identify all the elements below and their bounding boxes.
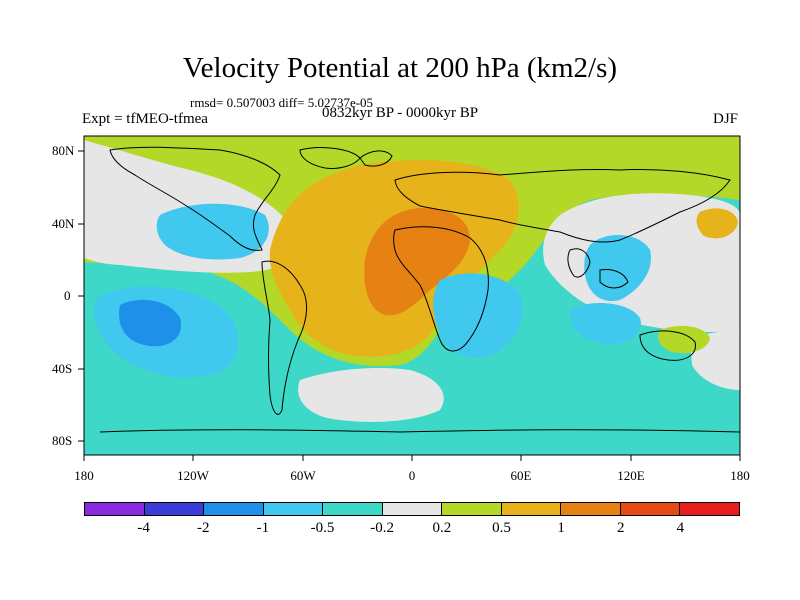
chart-title: Velocity Potential at 200 hPa (km2/s) <box>182 52 618 84</box>
colorbar-segment <box>561 503 621 515</box>
colorbar-segment <box>85 503 145 515</box>
field-indopac-neg-mid <box>584 234 651 302</box>
field-indopac-neg-mid2 <box>569 303 641 345</box>
colorbar-label: -2 <box>197 520 210 536</box>
colorbar-label: -1 <box>256 520 270 536</box>
colorbar-segment <box>382 503 443 515</box>
colorbar-label: 0.2 <box>432 520 452 536</box>
lat-label: 40S <box>52 361 73 376</box>
field-africa-neg-mid <box>433 273 523 358</box>
field-epac-neg-strong <box>119 299 182 347</box>
period-label: 0832kyr BP - 0000kyr BP <box>322 105 479 121</box>
season-label: DJF <box>712 111 738 127</box>
colorbar-segment <box>620 503 681 515</box>
colorbar <box>84 502 740 516</box>
colorbar-label: 1 <box>557 520 565 536</box>
colorbar-segment <box>442 503 502 515</box>
colorbar-segment <box>680 503 740 515</box>
axis-ticks <box>78 150 741 461</box>
lon-label: 120E <box>617 468 645 483</box>
colorbar-label: 2 <box>616 520 625 536</box>
lat-label: 40N <box>52 216 75 231</box>
colorbar-label: 0.5 <box>492 520 511 536</box>
colorbar-segment <box>323 503 383 515</box>
field-east-pos-weak <box>658 325 710 354</box>
colorbar-segment <box>501 503 562 515</box>
field-pacific-pos-mid <box>696 208 738 239</box>
lon-label: 60E <box>510 468 532 483</box>
colorbar-segment <box>144 503 205 515</box>
coastlines <box>99 146 740 433</box>
field-na-neg-mid <box>156 203 269 260</box>
lon-label: 60W <box>290 468 316 483</box>
lon-label: 120W <box>177 468 209 483</box>
lat-label: 80S <box>52 433 73 448</box>
colorbar-label: -0.2 <box>370 520 395 536</box>
colorbar-label: -4 <box>137 520 150 536</box>
lat-label: 0 <box>64 288 71 303</box>
lat-label: 80N <box>52 143 75 158</box>
colorbar-label: 4 <box>676 520 685 536</box>
colorbar-label: -0.5 <box>310 520 335 536</box>
field-africa-pos-strong <box>364 208 470 316</box>
lon-label: 180 <box>74 468 94 483</box>
experiment-label: Expt = tfMEO-tfmea <box>82 111 208 127</box>
colorbar-segment <box>263 503 324 515</box>
colorbar-segment <box>204 503 264 515</box>
field-south-neutral <box>298 368 444 422</box>
lon-label: 0 <box>408 468 416 483</box>
stats-text: rmsd= 0.507003 diff= 5.02737e-05 <box>190 95 374 110</box>
lon-label: 180 <box>730 468 750 483</box>
